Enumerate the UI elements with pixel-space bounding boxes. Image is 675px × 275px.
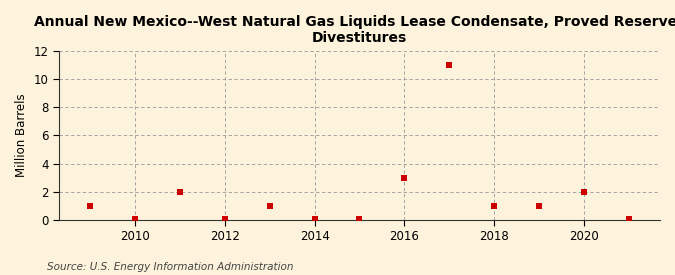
Point <box>219 217 230 222</box>
Point <box>309 217 320 222</box>
Point <box>623 217 634 222</box>
Title: Annual New Mexico--West Natural Gas Liquids Lease Condensate, Proved Reserves
Di: Annual New Mexico--West Natural Gas Liqu… <box>34 15 675 45</box>
Point <box>533 204 544 208</box>
Point <box>399 175 410 180</box>
Point <box>489 204 500 208</box>
Point <box>130 217 140 222</box>
Point <box>265 204 275 208</box>
Point <box>175 190 186 194</box>
Point <box>354 217 365 222</box>
Text: Source: U.S. Energy Information Administration: Source: U.S. Energy Information Administ… <box>47 262 294 272</box>
Point <box>443 62 454 67</box>
Point <box>578 190 589 194</box>
Point <box>85 204 96 208</box>
Y-axis label: Million Barrels: Million Barrels <box>15 94 28 177</box>
